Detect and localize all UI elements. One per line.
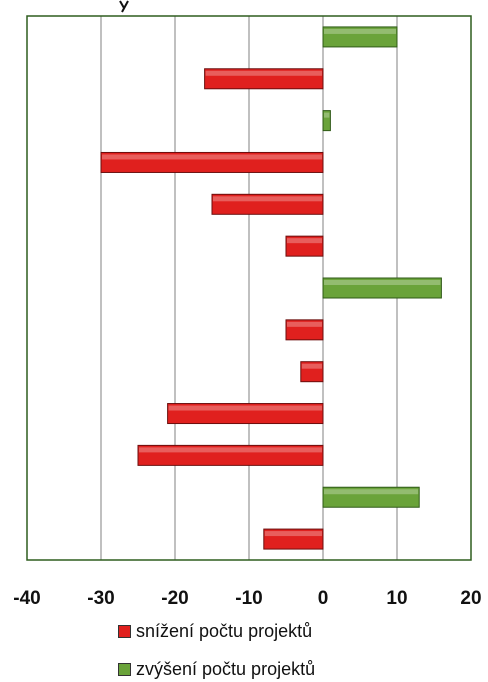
bar-rect — [285, 319, 324, 341]
legend-item-decrease: snížení počtu projektů — [118, 621, 312, 642]
bar-decrease — [100, 151, 324, 173]
bar-rect — [167, 403, 324, 425]
bar-highlight — [287, 238, 322, 244]
bar-rect — [322, 110, 331, 132]
bar-highlight — [139, 447, 322, 453]
bar-decrease — [211, 193, 324, 215]
bar-highlight — [213, 196, 322, 202]
bar-highlight — [324, 28, 396, 34]
x-tick-label: 10 — [386, 588, 407, 609]
bar-increase — [322, 110, 331, 132]
legend-label-decrease: snížení počtu projektů — [136, 621, 313, 641]
bar-rect — [204, 68, 324, 90]
bar-increase — [322, 26, 398, 48]
clipped-title-fragment — [119, 0, 129, 13]
bar-increase — [322, 486, 420, 508]
x-tick-label: -20 — [161, 588, 188, 609]
bar-decrease — [137, 444, 324, 466]
bar-increase — [322, 277, 442, 299]
x-tick-label: 0 — [318, 588, 329, 609]
bars — [100, 26, 442, 550]
bar-rect — [322, 277, 442, 299]
legend-swatch-decrease — [118, 625, 131, 638]
bar-decrease — [300, 361, 324, 383]
x-tick-label: -30 — [87, 588, 114, 609]
legend-swatch-increase — [118, 663, 131, 676]
bar-decrease — [285, 319, 324, 341]
bar-rect — [322, 26, 398, 48]
x-axis-tick-labels: -40 -30 -20 -10 0 10 20 — [13, 588, 481, 609]
bar-decrease — [285, 235, 324, 257]
legend-item-increase: zvýšení počtu projektů — [118, 659, 315, 680]
bar-rect — [137, 444, 324, 466]
bar-highlight — [324, 112, 330, 118]
plot-frame — [26, 15, 472, 561]
bar-decrease — [167, 403, 324, 425]
legend-label-increase: zvýšení počtu projektů — [136, 659, 316, 679]
x-tick-label: -10 — [235, 588, 262, 609]
bar-highlight — [287, 321, 322, 327]
bar-rect — [300, 361, 324, 383]
bar-rect — [211, 193, 324, 215]
bar-highlight — [324, 280, 441, 285]
bar-rect — [100, 151, 324, 173]
bar-highlight — [102, 154, 322, 160]
bar-highlight — [301, 363, 322, 369]
bar-highlight — [324, 489, 419, 495]
bar-highlight — [168, 405, 322, 411]
bar-highlight — [264, 531, 322, 537]
bar-rect — [285, 235, 324, 257]
bar-rect — [263, 528, 324, 550]
bar-highlight — [205, 70, 322, 76]
x-tick-label: -40 — [13, 588, 40, 609]
bar-rect — [322, 486, 420, 508]
x-tick-label: 20 — [460, 588, 481, 609]
bar-decrease — [263, 528, 324, 550]
bar-decrease — [204, 68, 324, 90]
